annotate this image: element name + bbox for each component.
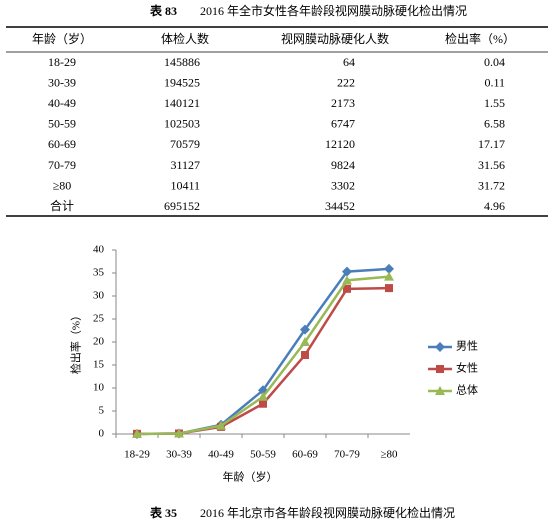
table-cell: 34452	[325, 199, 355, 213]
data-point	[258, 391, 268, 401]
series-line	[136, 286, 390, 436]
table-caption: 2016 年全市女性各年龄段视网膜动脉硬化检出情况	[200, 3, 467, 18]
data-point	[174, 428, 184, 438]
table-cell: 31.72	[478, 178, 505, 192]
y-tick-label: 35	[93, 267, 105, 279]
legend-marker	[435, 342, 445, 352]
table-cell: 6.58	[484, 117, 505, 131]
data-point	[343, 284, 351, 293]
data-point	[342, 275, 352, 285]
table-cell: 18-29	[48, 55, 76, 69]
table-cell: 31127	[170, 158, 200, 172]
data-point	[300, 337, 310, 346]
table-cell: 140121	[164, 96, 200, 110]
table-header: 年龄（岁）	[32, 31, 92, 46]
data-point	[216, 420, 226, 430]
table-cell: 1.55	[484, 96, 505, 110]
table-cell: 0.11	[484, 75, 505, 89]
data-point	[259, 399, 267, 408]
table-cell: 6747	[331, 117, 355, 131]
x-axis-title: 年龄（岁）	[223, 470, 278, 484]
table-cell: 70-79	[48, 158, 76, 172]
table-cell: 50-59	[48, 117, 76, 131]
table-cell: 64	[343, 55, 355, 69]
table-cell: 2173	[331, 96, 355, 110]
table-cell: 9824	[331, 158, 355, 172]
x-tick-label: 50-59	[250, 449, 276, 461]
table-cell: 222	[337, 75, 355, 89]
data-point	[342, 266, 352, 277]
y-tick-label: 25	[93, 313, 105, 325]
table-cell: 10411	[170, 178, 200, 192]
table-cell: 102503	[164, 117, 200, 131]
series-line	[136, 267, 390, 436]
table-cell: 4.96	[484, 199, 505, 213]
table-cell: ≥80	[53, 178, 72, 192]
y-tick-label: 15	[93, 359, 105, 371]
chart-caption: 2016 年北京市各年龄段视网膜动脉硬化检出情况	[200, 505, 455, 520]
table-cell: 0.04	[484, 55, 505, 69]
table-cell: 31.56	[478, 158, 505, 172]
x-tick-label: 60-69	[292, 449, 318, 461]
legend-marker	[436, 365, 444, 373]
table-cell: 3302	[331, 178, 355, 192]
x-tick-label: 70-79	[334, 449, 360, 461]
table-cell: 194525	[164, 75, 200, 89]
table-cell: 60-69	[48, 137, 76, 151]
legend-label: 男性	[456, 339, 478, 353]
legend-marker	[435, 386, 445, 395]
y-axis-title: 检出率（%）	[69, 310, 83, 374]
data-point	[300, 324, 310, 335]
chart-number: 表 35	[149, 505, 177, 520]
y-tick-label: 40	[93, 244, 105, 256]
x-tick-label: 30-39	[166, 449, 192, 461]
table-cell: 30-39	[48, 75, 76, 89]
data-point	[384, 271, 394, 281]
data-point	[385, 284, 393, 293]
table-cell: 40-49	[48, 96, 76, 110]
x-tick-label: ≥80	[380, 449, 398, 461]
y-tick-label: 20	[93, 336, 105, 348]
table-header: 视网膜动脉硬化人数	[281, 31, 389, 46]
legend-label: 女性	[456, 361, 478, 375]
series-line	[136, 275, 390, 436]
table-cell: 12120	[325, 137, 355, 151]
table-cell: 17.17	[478, 137, 505, 151]
x-tick-label: 40-49	[208, 449, 234, 461]
table-cell: 695152	[164, 199, 200, 213]
y-tick-label: 5	[99, 405, 105, 417]
y-tick-label: 10	[93, 382, 105, 394]
table-cell: 合计	[50, 198, 74, 213]
table-cell: 70579	[170, 137, 200, 151]
legend-label: 总体	[456, 383, 478, 397]
y-tick-label: 30	[93, 290, 105, 302]
y-tick-label: 0	[99, 428, 105, 440]
table-header: 检出率（%）	[445, 31, 515, 46]
data-point	[301, 351, 309, 360]
x-tick-label: 18-29	[124, 449, 150, 461]
table-number: 表 83	[149, 3, 177, 18]
table-header: 体检人数	[161, 31, 209, 46]
data-point	[132, 428, 142, 438]
data-point	[384, 263, 394, 274]
table-cell: 145886	[164, 55, 200, 69]
